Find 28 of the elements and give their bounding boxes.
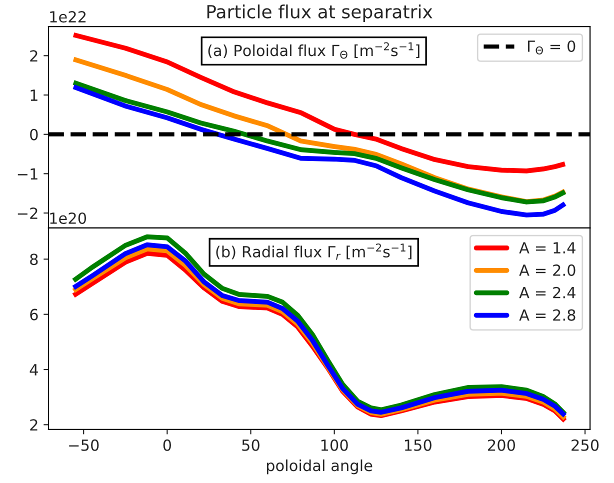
x-tick-label: −50 — [69, 439, 99, 451]
x-tick-label: 50 — [242, 439, 260, 451]
x-tick-label: 250 — [572, 439, 599, 451]
y-tick-label: 4 — [30, 364, 38, 376]
y-tick-label: 2 — [30, 50, 38, 62]
chart-title: Particle flux at separatrix — [207, 4, 432, 22]
y-tick-label: 6 — [30, 308, 38, 320]
x-tick-label: 100 — [321, 439, 348, 451]
legend-label: A = 1.4 — [519, 242, 576, 254]
x-axis-title: poloidal angle — [266, 459, 372, 474]
y-tick-label: −1 — [18, 168, 38, 180]
y-tick-label: 2 — [30, 419, 38, 430]
legend-label: Γ$_{Θ}$ = 0 — [528, 40, 576, 54]
y-tick-label: 0 — [30, 128, 38, 140]
annotation: 1e20 — [50, 212, 86, 224]
x-tick-label: 200 — [488, 439, 516, 451]
legend-label: A = 2.0 — [519, 264, 576, 276]
legend-label: A = 2.4 — [519, 286, 576, 298]
y-tick-label: 1 — [30, 90, 38, 101]
y-tick-label: 8 — [30, 254, 38, 266]
annotation: (a) Poloidal flux Γ$_{Θ}$ [m$^{−2}$s$^{−1}$] — [208, 42, 420, 59]
y-tick-label: −2 — [18, 207, 38, 219]
legend-label: A = 2.8 — [519, 309, 576, 321]
line-series — [71, 32, 568, 174]
x-tick-label: 150 — [404, 439, 432, 451]
text: 1e22 — [50, 11, 86, 23]
annotation: (b) Radial flux Γ$_{r}$ [m$^{−2}$s$^{−1}$] — [216, 244, 412, 260]
x-tick-label: 0 — [163, 439, 172, 451]
